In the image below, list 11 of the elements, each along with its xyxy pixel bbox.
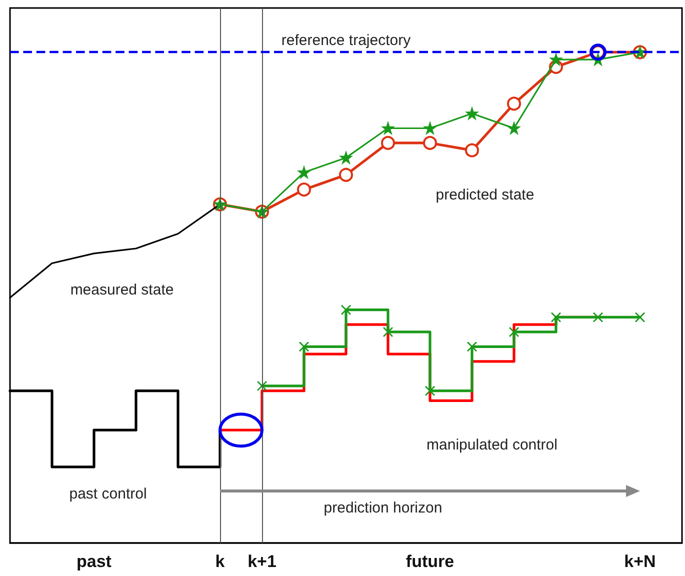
x-tick-label: k+1 <box>248 552 276 571</box>
annotation: predicted state <box>436 186 534 204</box>
ref-line-label: reference trajectory <box>281 32 412 50</box>
annotation: prediction horizon <box>324 500 442 516</box>
x-tick-label: k <box>215 552 226 571</box>
x-tick-label: past <box>76 552 112 571</box>
x-tick-label: k+N <box>624 552 656 571</box>
annotation: measured state <box>70 282 174 298</box>
x-tick-label: future <box>406 552 454 571</box>
annotation: manipulated control <box>426 436 558 454</box>
annotation: past control <box>69 486 147 502</box>
